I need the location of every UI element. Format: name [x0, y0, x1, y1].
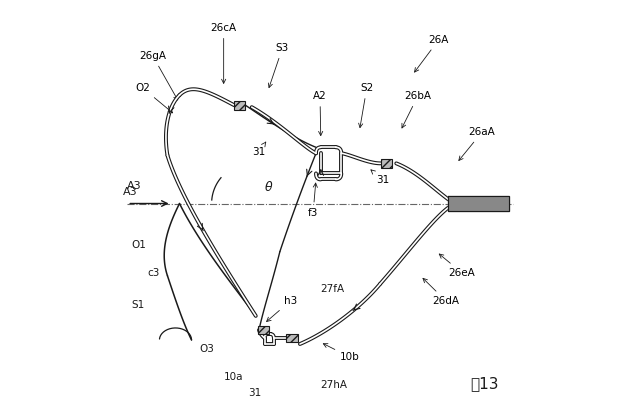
Text: 27hA: 27hA — [320, 380, 347, 390]
Text: A3: A3 — [127, 182, 142, 191]
Text: O1: O1 — [131, 240, 146, 249]
Text: $\theta$: $\theta$ — [264, 180, 273, 195]
Text: 31: 31 — [252, 142, 266, 158]
Text: S1: S1 — [131, 300, 145, 310]
Text: 10b: 10b — [323, 344, 360, 362]
Text: 31: 31 — [248, 388, 261, 398]
Bar — [234, 101, 245, 109]
Text: O3: O3 — [200, 344, 214, 354]
Bar — [381, 159, 392, 168]
Text: 26eA: 26eA — [439, 254, 476, 278]
Polygon shape — [449, 196, 509, 211]
Text: A2: A2 — [313, 91, 327, 136]
Text: A3: A3 — [124, 188, 138, 197]
Text: f3: f3 — [308, 183, 318, 218]
Text: 図13: 図13 — [470, 376, 499, 391]
Text: 27fA: 27fA — [320, 284, 344, 294]
Text: 31: 31 — [371, 170, 390, 186]
Text: 10a: 10a — [223, 372, 243, 382]
Text: 26gA: 26gA — [140, 51, 178, 100]
Text: 26dA: 26dA — [423, 278, 460, 306]
Text: h3: h3 — [267, 296, 297, 322]
Text: 26cA: 26cA — [211, 23, 237, 83]
Text: 26A: 26A — [415, 35, 449, 72]
Bar — [286, 334, 298, 342]
Text: 26aA: 26aA — [459, 127, 495, 160]
Text: 26bA: 26bA — [402, 91, 431, 128]
Bar — [258, 326, 269, 335]
Text: S2: S2 — [358, 83, 373, 127]
Text: c3: c3 — [147, 268, 160, 278]
Text: O2: O2 — [135, 83, 173, 113]
Text: S3: S3 — [268, 43, 289, 88]
